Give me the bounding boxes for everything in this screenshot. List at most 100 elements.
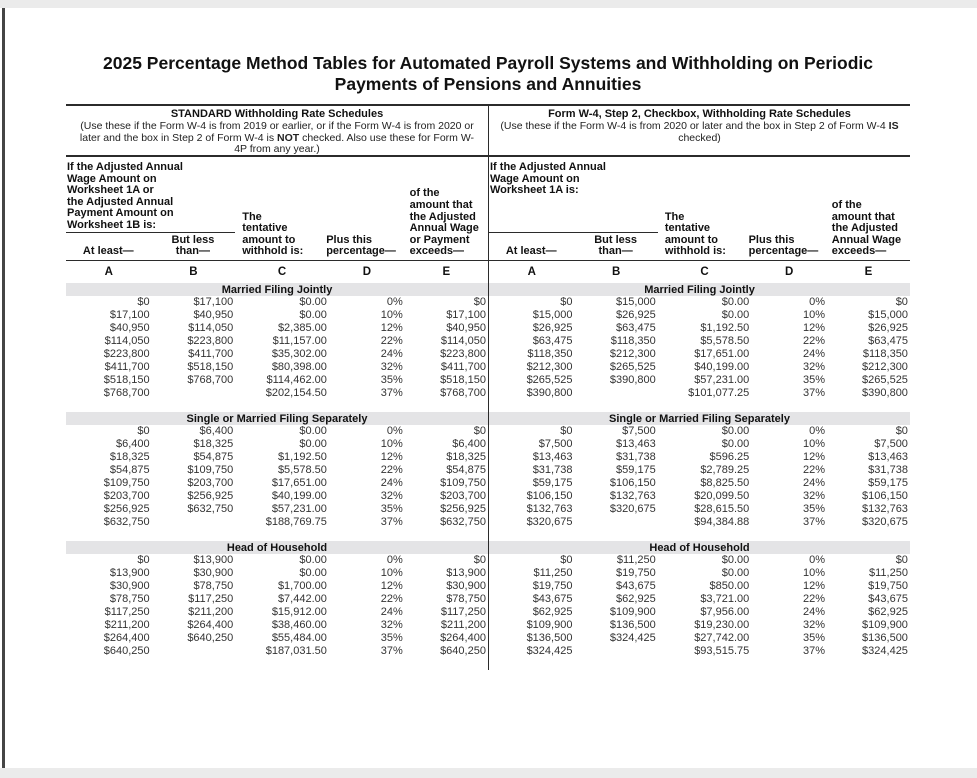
table-cell: $93,515.75 xyxy=(694,645,750,657)
table-cell: $223,800 xyxy=(440,348,486,360)
table-cell: $203,700 xyxy=(103,490,150,502)
amount-columns-header: If the Adjusted Annual Wage Amount on Wo… xyxy=(489,157,658,260)
table-cell: $256,925 xyxy=(103,503,150,515)
table-cell: 32% xyxy=(802,490,826,502)
table-cell: $320,675 xyxy=(609,503,656,515)
table-cell: 32% xyxy=(802,619,826,631)
table-cell xyxy=(574,645,657,658)
table-cell: $1,192.50 xyxy=(277,451,327,463)
table-row: $15,000 $26,925 $0.00 10% $15,000 xyxy=(489,309,910,322)
schedule-header: STANDARD Withholding Rate Schedules (Use… xyxy=(66,106,488,157)
table-cell: $19,750 xyxy=(532,580,573,592)
table-cell: $30,900 xyxy=(109,580,150,592)
table-cell: $17,651.00 xyxy=(694,348,750,360)
table-cell: $17,651.00 xyxy=(271,477,327,489)
table-cell: $136,500 xyxy=(862,632,908,644)
table-cell: $0 xyxy=(895,296,908,308)
column-letter: A xyxy=(104,266,113,278)
table-cell: $30,900 xyxy=(193,567,234,579)
table-cell: $11,250 xyxy=(533,567,573,579)
table-cell: $264,400 xyxy=(440,632,486,644)
table-cell: $0 xyxy=(473,296,486,308)
table-cell: $7,442.00 xyxy=(277,593,327,605)
table-cell xyxy=(574,516,657,529)
standard-schedule-table: STANDARD Withholding Rate Schedules (Use… xyxy=(66,106,488,670)
table-row: $411,700 $518,150 $80,398.00 32% $411,700 xyxy=(66,361,488,374)
section-title: Single or Married Filing Separately xyxy=(186,412,368,425)
table-cell: 32% xyxy=(380,490,403,502)
table-cell: $390,800 xyxy=(526,387,573,399)
table-cell: 10% xyxy=(380,438,403,450)
table-row: $320,675 $94,384.88 37% $320,675 xyxy=(489,516,910,529)
table-cell: $109,750 xyxy=(103,477,150,489)
table-cell: $132,763 xyxy=(526,503,573,515)
table-cell: $212,300 xyxy=(609,348,656,360)
section-title: Single or Married Filing Separately xyxy=(609,412,790,425)
table-row: $264,400 $640,250 $55,484.00 35% $264,400 xyxy=(66,632,488,645)
col-header-tentative-amount: The tentative amount to withhold is: xyxy=(664,210,726,258)
table-cell: 24% xyxy=(802,348,826,360)
table-row: $26,925 $63,475 $1,192.50 12% $26,925 xyxy=(489,322,910,335)
table-cell: $57,231.00 xyxy=(694,374,750,386)
table-cell: $0.00 xyxy=(299,438,327,450)
table-cell: 35% xyxy=(380,632,403,644)
table-cell: $18,325 xyxy=(193,438,234,450)
table-cell: $265,525 xyxy=(609,361,656,373)
col-header-but-less-than: But less than— xyxy=(171,233,215,258)
table-cell: $0 xyxy=(895,425,908,437)
table-cell: $640,250 xyxy=(187,632,234,644)
wage-condition-text: If the Adjusted Annual Wage Amount on Wo… xyxy=(66,157,236,233)
table-cell: $0.00 xyxy=(299,309,327,321)
table-cell: $114,050 xyxy=(188,322,234,334)
table-cell: 22% xyxy=(802,335,826,347)
table-cell: 12% xyxy=(802,322,826,334)
table-cell: 24% xyxy=(380,348,403,360)
table-cell: $2,789.25 xyxy=(700,464,750,476)
table-cell: $78,750 xyxy=(446,593,486,605)
table-cell: 10% xyxy=(380,309,403,321)
column-letters-row: A B C D E xyxy=(66,261,488,283)
table-cell: $54,875 xyxy=(193,451,234,463)
table-cell: $59,175 xyxy=(868,477,908,489)
note-text: checked) xyxy=(678,131,721,144)
table-cell: 35% xyxy=(802,503,826,515)
table-cell xyxy=(574,387,657,400)
table-cell: $106,150 xyxy=(609,477,656,489)
column-letter: B xyxy=(189,266,198,278)
table-cell: 10% xyxy=(802,438,826,450)
table-cell: $0.00 xyxy=(299,567,327,579)
table-cell: 35% xyxy=(380,503,403,515)
table-cell: $40,950 xyxy=(446,322,486,334)
table-row: $265,525 $390,800 $57,231.00 35% $265,525 xyxy=(489,374,910,387)
table-cell: 0% xyxy=(809,554,826,566)
table-cell: $40,950 xyxy=(109,322,150,334)
table-cell: $632,750 xyxy=(440,516,486,528)
col-header-plus-percentage: Plus this percentage— xyxy=(326,233,396,258)
table-cell: $54,875 xyxy=(109,464,150,476)
table-cell: $211,200 xyxy=(188,606,234,618)
table-row: $203,700 $256,925 $40,199.00 32% $203,700 xyxy=(66,490,488,503)
table-cell: $0 xyxy=(137,425,150,437)
table-row: $640,250 $187,031.50 37% $640,250 xyxy=(66,645,488,658)
table-cell: 12% xyxy=(802,451,826,463)
table-row: $518,150 $768,700 $114,462.00 35% $518,150 xyxy=(66,374,488,387)
section-rows: $0 $15,000 $0.00 0% $0 $15,000 $26,925 $0.00 10%… xyxy=(489,296,910,400)
table-cell: $211,200 xyxy=(440,619,486,631)
column-letter: D xyxy=(784,266,794,278)
note-text: (Use these if the Form W-4 is from 2020 … xyxy=(500,120,889,132)
table-row: $118,350 $212,300 $17,651.00 24% $118,350 xyxy=(489,348,910,361)
table-row: $18,325 $54,875 $1,192.50 12% $18,325 xyxy=(66,451,488,464)
table-cell: $3,721.00 xyxy=(700,593,750,605)
column-letter: E xyxy=(864,266,873,278)
table-cell: $15,912.00 xyxy=(271,606,327,618)
section-band: Head of Household xyxy=(66,541,488,554)
table-cell: $118,350 xyxy=(527,348,573,360)
column-headers: If the Adjusted Annual Wage Amount on Wo… xyxy=(66,157,488,261)
table-cell: 0% xyxy=(809,425,826,437)
table-cell: $40,199.00 xyxy=(271,490,327,502)
table-cell: $5,578.50 xyxy=(277,464,327,476)
table-cell: $13,900 xyxy=(109,567,150,579)
table-row: $59,175 $106,150 $8,825.50 24% $59,175 xyxy=(489,477,910,490)
table-cell: 0% xyxy=(386,296,403,308)
screen-top-edge xyxy=(0,0,977,8)
